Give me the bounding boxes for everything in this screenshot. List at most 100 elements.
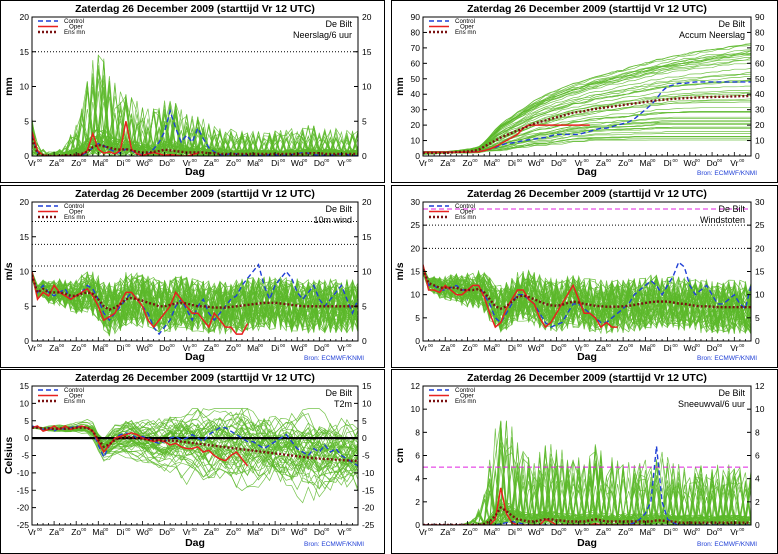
source-label: Bron: ECMWF/KNMI bbox=[697, 355, 757, 362]
x-day-label: Wo bbox=[291, 158, 304, 168]
y-tick-label: 0 bbox=[415, 151, 420, 161]
ensemble-member-line bbox=[423, 53, 751, 154]
y-tick-label: 10 bbox=[411, 404, 421, 414]
y-axis-title: mm bbox=[3, 77, 15, 96]
y-tick-label-right: 10 bbox=[755, 404, 765, 414]
y-tick-label-right: 40 bbox=[755, 89, 765, 99]
x-hour-label: 00 bbox=[236, 527, 242, 532]
legend-entry: Control bbox=[64, 203, 84, 210]
y-tick-label-right: 30 bbox=[755, 105, 765, 115]
chart-title: Zaterdag 26 December 2009 (starttijd Vr … bbox=[75, 188, 315, 200]
x-hour-label: 00 bbox=[717, 158, 723, 163]
legend-entry: Ens mn bbox=[455, 214, 477, 221]
x-hour-label: 00 bbox=[81, 158, 87, 163]
y-tick-label: 15 bbox=[20, 232, 30, 242]
legend-entry: Oper bbox=[460, 393, 474, 400]
x-hour-label: 00 bbox=[561, 343, 567, 348]
ensemble-member-line bbox=[32, 427, 358, 473]
x-day-label: Wo bbox=[528, 527, 541, 537]
chart-panel-accum: Zaterdag 26 December 2009 (starttijd Vr … bbox=[391, 0, 778, 183]
x-day-label: Ma bbox=[92, 343, 104, 353]
station-label: De Bilt bbox=[325, 204, 352, 214]
y-tick-label-right: 5 bbox=[755, 313, 760, 323]
x-day-label: Wo bbox=[684, 343, 697, 353]
legend-entry: Control bbox=[455, 18, 475, 25]
chart-panel-wind: Zaterdag 26 December 2009 (starttijd Vr … bbox=[0, 185, 385, 368]
station-label: De Bilt bbox=[718, 19, 745, 29]
x-day-label: Do bbox=[707, 343, 718, 353]
ensemble-member-line bbox=[32, 427, 358, 477]
y-tick-label-right: 20 bbox=[362, 197, 372, 207]
x-hour-label: 00 bbox=[695, 527, 701, 532]
x-hour-label: 00 bbox=[214, 527, 220, 532]
y-tick-label: -5 bbox=[21, 451, 29, 461]
x-day-label: Vr bbox=[730, 343, 738, 353]
y-tick-label-right: -10 bbox=[362, 468, 375, 478]
x-hour-label: 00 bbox=[561, 527, 567, 532]
x-day-label: Do bbox=[707, 158, 718, 168]
x-hour-label: 00 bbox=[81, 343, 87, 348]
x-day-label: Za bbox=[596, 527, 606, 537]
y-tick-label-right: 5 bbox=[362, 301, 367, 311]
x-day-label: Zo bbox=[463, 343, 473, 353]
ensemble-member-line bbox=[32, 275, 358, 334]
ensemble-member-line bbox=[32, 272, 358, 333]
legend-entry: Ens mn bbox=[64, 398, 86, 405]
legend-entry: Oper bbox=[460, 209, 474, 216]
x-day-label: Zo bbox=[226, 158, 236, 168]
x-day-label: Di bbox=[664, 527, 672, 537]
y-axis-title: mm bbox=[394, 77, 406, 96]
x-day-label: Za bbox=[440, 527, 450, 537]
x-hour-label: 00 bbox=[650, 527, 656, 532]
y-axis-title: m/s bbox=[394, 262, 406, 280]
x-day-label: Di bbox=[508, 158, 516, 168]
x-day-label: Di bbox=[508, 343, 516, 353]
x-hour-label: 00 bbox=[739, 158, 745, 163]
y-tick-label-right: 0 bbox=[755, 336, 760, 346]
x-day-label: Ma bbox=[92, 527, 104, 537]
x-day-label: Za bbox=[596, 343, 606, 353]
legend-entry: Control bbox=[64, 18, 84, 25]
station-label: De Bilt bbox=[325, 19, 352, 29]
x-hour-label: 00 bbox=[695, 343, 701, 348]
ensemble-member-line bbox=[32, 408, 358, 466]
y-tick-label: 5 bbox=[24, 301, 29, 311]
y-tick-label: -10 bbox=[17, 468, 30, 478]
x-axis-title: Dag bbox=[185, 351, 205, 363]
y-tick-label: -15 bbox=[17, 485, 30, 495]
x-day-label: Vr bbox=[419, 343, 427, 353]
source-label: Bron: ECMWF/KNMI bbox=[304, 541, 364, 548]
x-hour-label: 00 bbox=[103, 343, 109, 348]
parameter-label: T2m bbox=[334, 399, 352, 409]
y-tick-label-right: 15 bbox=[362, 232, 372, 242]
y-tick-label: 10 bbox=[20, 398, 30, 408]
panel-frame bbox=[0, 369, 385, 554]
x-hour-label: 00 bbox=[606, 158, 612, 163]
legend-entry: Ens mn bbox=[64, 214, 86, 221]
x-hour-label: 00 bbox=[495, 343, 501, 348]
x-day-label: Za bbox=[204, 343, 214, 353]
ensemble-member-line bbox=[32, 413, 358, 471]
x-day-label: Zo bbox=[71, 343, 81, 353]
y-tick-label: 10 bbox=[411, 136, 421, 146]
x-hour-label: 00 bbox=[258, 343, 264, 348]
x-day-label: Vr bbox=[575, 527, 583, 537]
x-hour-label: 00 bbox=[450, 343, 456, 348]
ensemble-member-line bbox=[423, 271, 751, 333]
x-hour-label: 00 bbox=[125, 158, 131, 163]
ensemble-member-line bbox=[32, 270, 358, 335]
x-hour-label: 00 bbox=[650, 343, 656, 348]
y-tick-label: 30 bbox=[411, 197, 421, 207]
chart-title: Zaterdag 26 December 2009 (starttijd Vr … bbox=[467, 3, 707, 15]
x-day-label: Zo bbox=[618, 527, 628, 537]
x-day-label: Di bbox=[271, 158, 279, 168]
x-hour-label: 00 bbox=[739, 343, 745, 348]
y-tick-label: 0 bbox=[24, 336, 29, 346]
x-hour-label: 00 bbox=[584, 527, 590, 532]
x-hour-label: 00 bbox=[59, 158, 65, 163]
x-day-label: Wo bbox=[528, 343, 541, 353]
x-hour-label: 00 bbox=[346, 158, 352, 163]
x-day-label: Wo bbox=[291, 527, 304, 537]
legend-entry: Ens mn bbox=[455, 29, 477, 36]
x-hour-label: 00 bbox=[236, 158, 242, 163]
